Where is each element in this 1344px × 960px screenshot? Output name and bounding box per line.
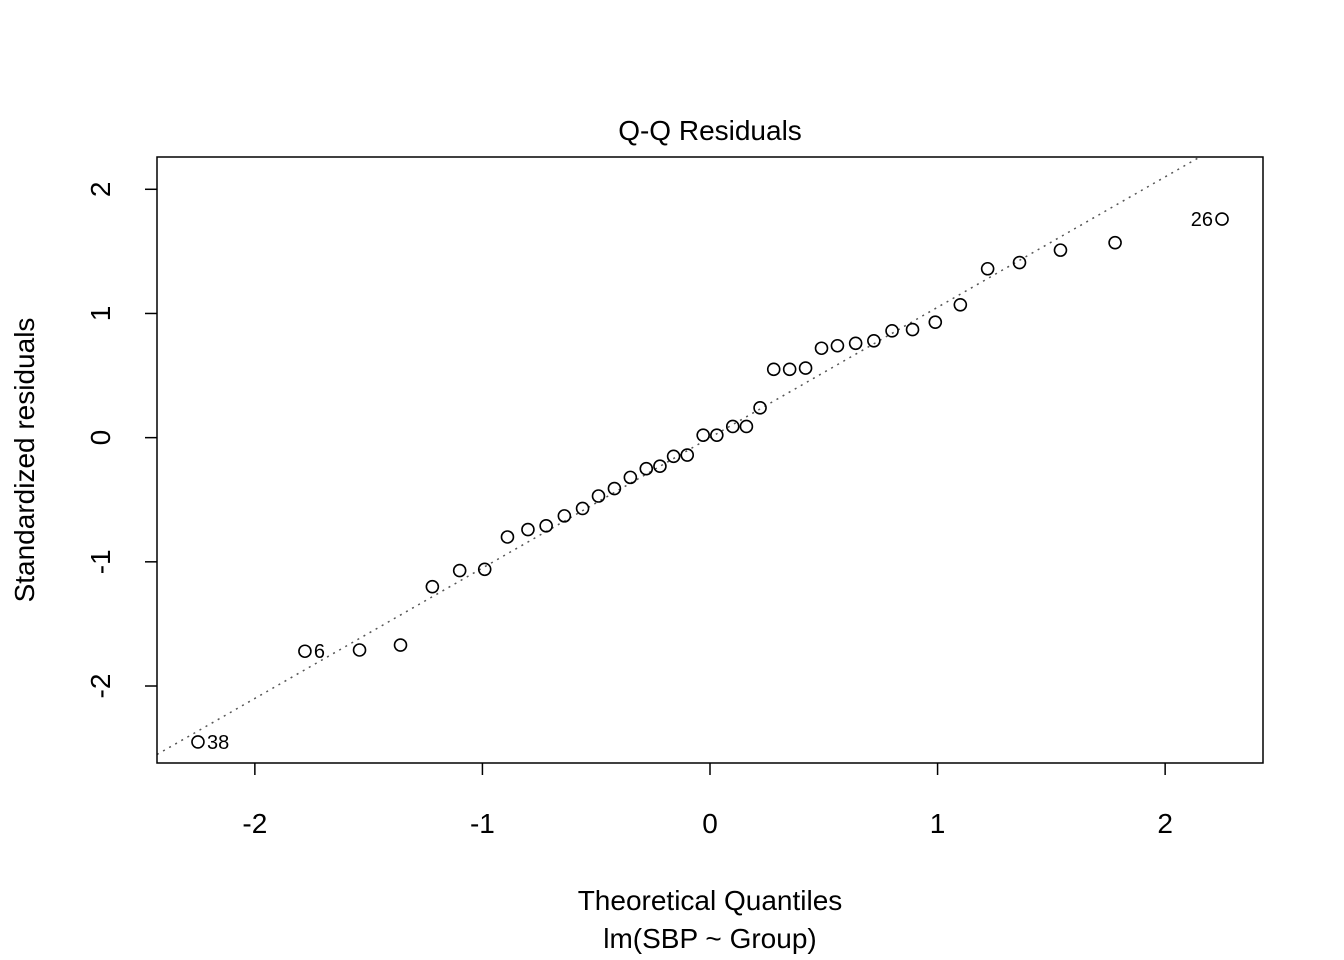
- y-tick-label: 0: [85, 430, 116, 446]
- data-point: [782, 362, 797, 377]
- x-axis-sublabel: lm(SBP ~ Group): [603, 923, 816, 954]
- data-point: [680, 448, 695, 462]
- data-point: [352, 643, 367, 657]
- data-point: [477, 562, 492, 577]
- y-tick-label: 2: [85, 181, 116, 197]
- chart-title: Q-Q Residuals: [618, 115, 802, 146]
- reference-line: [156, 156, 1201, 756]
- x-tick-label: 1: [930, 808, 946, 839]
- points-layer: 38 6 26: [191, 209, 1229, 754]
- data-point: [393, 638, 408, 652]
- reference-line-layer: [156, 156, 1201, 756]
- data-point: [607, 481, 622, 496]
- y-tick-label: -2: [85, 674, 116, 699]
- data-point: [696, 428, 710, 442]
- x-tick-label: 2: [1157, 808, 1173, 839]
- data-point: [953, 297, 968, 312]
- point-label: 26: [1191, 209, 1213, 231]
- data-point: [885, 324, 899, 338]
- point-label: 38: [207, 732, 229, 754]
- data-point: [814, 341, 829, 356]
- data-point: [425, 579, 440, 594]
- data-point: [1012, 255, 1027, 270]
- data-point: [867, 333, 881, 348]
- plot-frame: [156, 156, 1264, 764]
- data-point: [521, 522, 535, 537]
- data-point: [539, 519, 553, 533]
- y-tick-label: -1: [85, 549, 116, 574]
- data-point: [798, 361, 813, 375]
- data-point: [830, 338, 845, 353]
- data-point: [452, 563, 467, 578]
- y-tick-label: 1: [85, 306, 116, 322]
- data-point: [905, 322, 920, 337]
- x-axis: -2 -1 0 1 2: [242, 763, 1173, 839]
- data-point: [753, 401, 767, 415]
- data-point: [739, 419, 754, 434]
- data-point: [298, 644, 312, 659]
- data-point: [725, 419, 740, 434]
- x-axis-label: Theoretical Quantiles: [578, 885, 843, 916]
- data-point: [557, 509, 572, 523]
- data-point: [666, 449, 681, 464]
- data-point: [1053, 243, 1068, 257]
- data-point: [639, 461, 654, 476]
- point-label: 6: [314, 641, 325, 663]
- y-axis: -2 -1 0 1 2: [85, 181, 157, 698]
- y-axis-label: Standardized residuals: [9, 318, 40, 603]
- data-point: [623, 470, 638, 485]
- data-point: [980, 261, 995, 276]
- data-point: [575, 501, 590, 516]
- data-point: [500, 530, 515, 544]
- data-point: [653, 459, 667, 474]
- data-point: [928, 315, 943, 329]
- x-tick-label: -1: [470, 808, 495, 839]
- data-point: [1215, 212, 1229, 226]
- data-point: [848, 336, 863, 351]
- data-point: [591, 489, 606, 503]
- data-point: [766, 362, 781, 377]
- x-tick-label: 0: [702, 808, 718, 839]
- x-tick-label: -2: [242, 808, 267, 839]
- data-point: [191, 735, 205, 749]
- data-point: [1108, 235, 1122, 250]
- data-point: [710, 428, 724, 442]
